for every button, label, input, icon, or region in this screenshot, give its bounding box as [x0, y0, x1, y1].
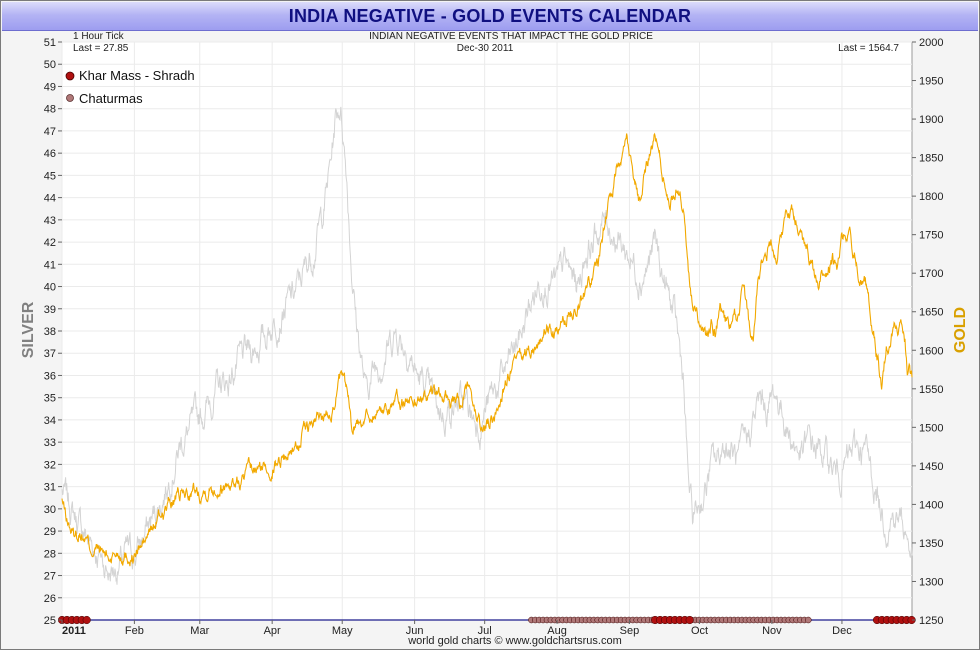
month-label: Mar	[190, 625, 209, 637]
silver-tick-label: 37	[44, 348, 56, 360]
month-label: Jun	[406, 625, 424, 637]
month-label: 2011	[62, 625, 86, 637]
silver-tick-label: 36	[44, 370, 56, 382]
silver-tick-label: 30	[44, 504, 56, 516]
silver-tick-label: 43	[44, 215, 56, 227]
gold-tick-label: 1450	[919, 461, 943, 473]
axis-layer: 25 26 27 28 29 30 31 32 33 34 35 36 37 38 39 40 41 42 43 44…	[44, 37, 944, 637]
gold-series	[61, 132, 913, 567]
legend: Khar Mass - Shradh Chaturmas	[65, 68, 195, 106]
legend-chaturmas-marker	[66, 94, 74, 102]
gold-tick-label: 1550	[919, 384, 943, 396]
silver-tick-label: 34	[44, 415, 56, 427]
silver-tick-label: 49	[44, 81, 56, 93]
date-label: Dec-30 2011	[457, 43, 514, 54]
silver-tick-label: 39	[44, 304, 56, 316]
silver-tick-label: 48	[44, 104, 56, 116]
gold-tick-label: 2000	[919, 37, 943, 49]
gold-tick-label: 1350	[919, 538, 943, 550]
gold-tick-label: 1700	[919, 268, 943, 280]
silver-tick-label: 42	[44, 237, 56, 249]
chart-canvas: 25 26 27 28 29 30 31 32 33 34 35 36 37 38 39 40 41 42 43 44…	[20, 31, 969, 647]
silver-tick-label: 44	[44, 193, 56, 205]
chaturmas-event-marker	[805, 616, 812, 624]
gold-tick-label: 1300	[919, 576, 943, 588]
silver-axis-label: SILVER	[20, 301, 37, 358]
legend-chaturmas-label: Chaturmas	[79, 91, 143, 106]
month-label: Aug	[547, 625, 567, 637]
gold-line	[61, 132, 913, 567]
gold-tick-label: 1600	[919, 345, 943, 357]
silver-tick-label: 26	[44, 593, 56, 605]
silver-tick-label: 38	[44, 326, 56, 338]
silver-tick-label: 32	[44, 459, 56, 471]
legend-khar-label: Khar Mass - Shradh	[79, 68, 195, 83]
month-label: Jul	[478, 625, 492, 637]
gold-tick-label: 1650	[919, 307, 943, 319]
gold-tick-label: 1250	[919, 615, 943, 627]
month-label: Feb	[125, 625, 144, 637]
silver-tick-label: 28	[44, 548, 56, 560]
silver-line	[61, 106, 913, 585]
month-label: Nov	[762, 625, 782, 637]
chart-subtitle: INDIAN NEGATIVE EVENTS THAT IMPACT THE G…	[369, 31, 653, 42]
event-markers	[57, 615, 916, 625]
tick-type-label: 1 Hour Tick	[73, 31, 125, 42]
silver-tick-label: 33	[44, 437, 56, 449]
footer-credit: world gold charts © www.goldchartsrus.co…	[407, 635, 622, 647]
silver-tick-label: 40	[44, 282, 56, 294]
silver-tick-label: 31	[44, 482, 56, 494]
silver-series	[61, 106, 913, 585]
last-silver-value: Last = 27.85	[73, 43, 129, 54]
chart-title: INDIA NEGATIVE - GOLD EVENTS CALENDAR	[288, 6, 692, 26]
silver-tick-label: 41	[44, 259, 56, 271]
gold-tick-label: 1900	[919, 114, 943, 126]
silver-tick-label: 50	[44, 59, 56, 71]
gold-tick-label: 1850	[919, 153, 943, 165]
last-gold-value: Last = 1564.7	[838, 43, 899, 54]
legend-khar-marker	[65, 71, 75, 81]
silver-tick-label: 46	[44, 148, 56, 160]
khar-mass-event-marker	[82, 615, 91, 625]
month-label: Oct	[691, 625, 708, 637]
gold-tick-label: 1500	[919, 422, 943, 434]
silver-tick-label: 45	[44, 170, 56, 182]
gold-tick-label: 1400	[919, 499, 943, 511]
gold-tick-label: 1800	[919, 191, 943, 203]
month-label: May	[332, 625, 353, 637]
silver-tick-label: 47	[44, 126, 56, 138]
silver-tick-label: 29	[44, 526, 56, 538]
khar-mass-event-marker	[685, 615, 694, 625]
gold-tick-label: 1750	[919, 230, 943, 242]
title-bar: INDIA NEGATIVE - GOLD EVENTS CALENDAR	[2, 2, 978, 31]
month-label: Dec	[832, 625, 852, 637]
silver-tick-label: 25	[44, 615, 56, 627]
silver-tick-label: 51	[44, 37, 56, 49]
month-label: Sep	[620, 625, 640, 637]
silver-tick-label: 27	[44, 571, 56, 583]
gold-tick-label: 1950	[919, 76, 943, 88]
month-label: Apr	[264, 625, 281, 637]
gold-axis-label: GOLD	[952, 307, 969, 353]
silver-tick-label: 35	[44, 393, 56, 405]
